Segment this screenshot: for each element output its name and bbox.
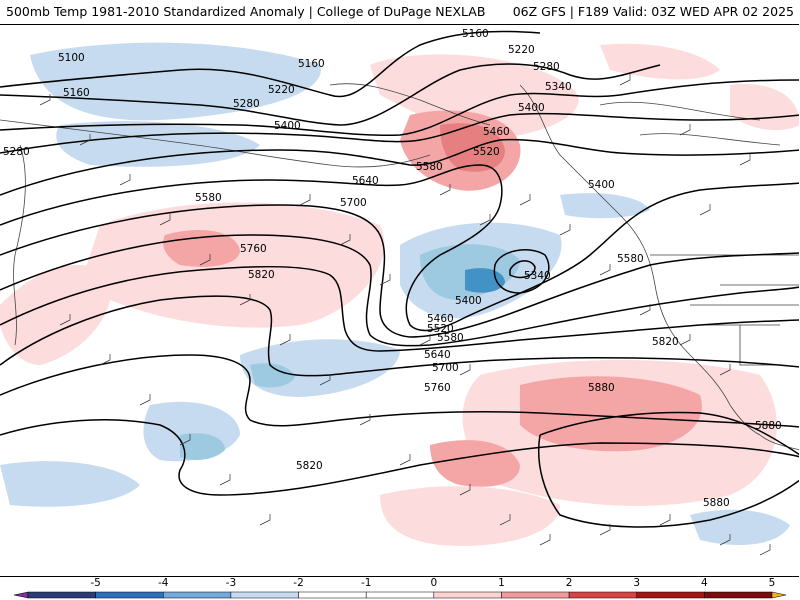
colorbar-tick-label: -2	[293, 577, 303, 589]
contour-label: 5220	[268, 84, 295, 96]
contour-label: 5160	[462, 28, 489, 40]
contour-label: 5280	[233, 98, 260, 110]
contour-label: 5820	[296, 460, 323, 472]
colorbar: -5 -4 -3 -2 -1 0 1 2 3 4 5	[13, 577, 787, 599]
colorbar-tick-label: -4	[158, 577, 169, 589]
colorbar-arrow-left	[13, 591, 29, 599]
contour-label: 5400	[455, 295, 482, 307]
colorbar-labels: -5 -4 -3 -2 -1 0 1 2 3 4 5	[90, 577, 775, 589]
negative-anomaly-shading	[0, 42, 790, 545]
contour-label: 5580	[437, 332, 464, 344]
contour-label: 5100	[58, 52, 85, 64]
contour-label: 5820	[248, 269, 275, 281]
contour-label: 5580	[195, 192, 222, 204]
colorbar-tick-label: -5	[90, 577, 100, 589]
contour-label: 5460	[483, 126, 510, 138]
contour-label: 5520	[473, 146, 500, 158]
contour-label: 5880	[755, 420, 782, 432]
contour-label: 5880	[703, 497, 730, 509]
colorbar-tick-label: 4	[701, 577, 708, 589]
colorbar-tick-label: 2	[566, 577, 573, 589]
contour-label: 5580	[617, 253, 644, 265]
colorbar-tick-label: 1	[498, 577, 505, 589]
colorbar-tick-label: -1	[361, 577, 371, 589]
colorbar-arrow-right	[771, 591, 787, 599]
contour-label: 5640	[424, 349, 451, 361]
colorbar-segment	[163, 591, 232, 599]
colorbar-segment	[568, 591, 637, 599]
colorbar-tick-label: -3	[226, 577, 236, 589]
map-canvas: 5160 5220 5280 5340 5100 5160 5160 5220 …	[0, 28, 799, 556]
positive-anomaly-shading	[0, 43, 799, 546]
colorbar-tick-label: 0	[430, 577, 437, 589]
contour-label: 5460	[427, 313, 454, 325]
contour-label: 5640	[352, 175, 379, 187]
colorbar-segment	[636, 591, 705, 599]
contour-label: 5220	[508, 44, 535, 56]
map-panel: 5160 5220 5280 5340 5100 5160 5160 5220 …	[0, 24, 799, 577]
colorbar-segment	[298, 591, 367, 599]
contour-label: 5400	[274, 120, 301, 132]
colorbar-segments	[13, 591, 787, 599]
contour-label: 5700	[340, 197, 367, 209]
valid-time: 06Z GFS | F189 Valid: 03Z WED APR 02 202…	[512, 4, 794, 19]
contour-label: 5400	[518, 102, 545, 114]
colorbar-segment	[704, 591, 773, 599]
colorbar-tick-label: 3	[633, 577, 640, 589]
coastlines	[0, 83, 799, 451]
colorbar-segment	[365, 591, 435, 599]
colorbar-segment	[230, 591, 299, 599]
contour-label: 5700	[432, 362, 459, 374]
colorbar-segment	[433, 591, 502, 599]
contour-label: 5400	[588, 179, 615, 191]
contour-label: 5160	[63, 87, 90, 99]
contour-label: 5280	[3, 146, 30, 158]
colorbar-segment	[95, 591, 164, 599]
contour-label: 5520	[427, 323, 454, 335]
contour-label: 5160	[298, 58, 325, 70]
colorbar-segment	[27, 591, 96, 599]
wind-barbs	[39, 74, 771, 556]
contour-label: 5760	[424, 382, 451, 394]
contour-label: 5340	[545, 81, 572, 93]
contour-label: 5820	[652, 336, 679, 348]
contour-label: 5760	[240, 243, 267, 255]
contour-labels: 5160 5220 5280 5340 5100 5160 5160 5220 …	[3, 28, 782, 509]
contour-label: 5340	[524, 270, 551, 282]
contour-label: 5880	[588, 382, 615, 394]
map-title: 500mb Temp 1981-2010 Standardized Anomal…	[6, 4, 486, 19]
contour-label: 5580	[416, 161, 443, 173]
contour-label: 5280	[533, 61, 560, 73]
height-contours	[0, 30, 799, 528]
colorbar-segment	[501, 591, 570, 599]
colorbar-tick-label: 5	[769, 577, 776, 589]
